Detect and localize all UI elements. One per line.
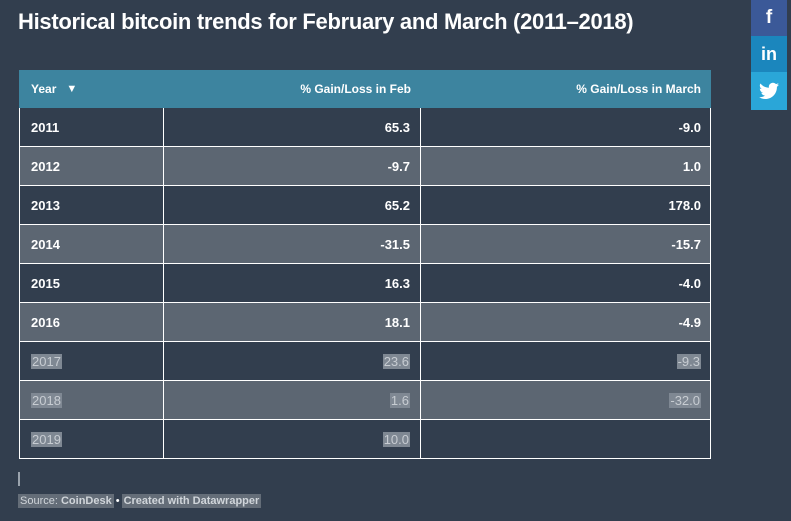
table-row: 2019 10.0 [20,420,710,459]
cell-year: 2014 [20,225,164,263]
cell-march: -9.3 [676,353,701,369]
table-row: 2016 18.1 -4.9 [20,303,710,342]
cell-feb: 16.3 [164,264,421,302]
column-header-march: % Gain/Loss in March [576,82,701,96]
cell-march: -32.0 [669,392,701,408]
cell-feb: 23.6 [164,342,421,380]
table-row: 2014 -31.5 -15.7 [20,225,710,264]
chart-title: Historical bitcoin trends for February a… [18,9,634,34]
cell-year: 2013 [20,186,164,224]
cell-year: 2017 [20,342,164,380]
cell-feb: 65.3 [164,108,421,146]
cell-feb: 65.2 [164,186,421,224]
cell-march: 1.0 [682,158,701,174]
cell-march: -9.0 [678,119,701,135]
table-row: 2017 23.6 -9.3 [20,342,710,381]
cell-year: 2012 [20,147,164,185]
cell-year: 2015 [20,264,164,302]
cell-march: -4.0 [678,275,701,291]
footer-separator: • [115,495,120,507]
cell-feb: 18.1 [164,303,421,341]
cell-year: 2018 [20,381,164,419]
sort-descending-icon: ▼ [66,83,78,95]
cell-feb: 1.6 [164,381,421,419]
cell-year: 2016 [20,303,164,341]
cell-year: 2019 [20,420,164,458]
cell-feb: 10.0 [164,420,421,458]
column-header-year[interactable]: Year ▼ [31,82,78,96]
text-cursor [18,472,20,486]
table-row: 2012 -9.7 1.0 [20,147,710,186]
table-header: Year ▼ % Gain/Loss in Feb % Gain/Loss in… [19,70,711,108]
data-table: Year ▼ % Gain/Loss in Feb % Gain/Loss in… [19,70,711,459]
cell-march [421,420,710,458]
table-row: 2015 16.3 -4.0 [20,264,710,303]
column-header-feb: % Gain/Loss in Feb [300,82,411,96]
cell-march: -4.9 [678,314,701,330]
table-body: 2011 65.3 -9.0 2012 -9.7 1.0 2013 65.2 1… [19,108,711,459]
facebook-share-button[interactable]: f [751,0,787,36]
datawrapper-credit-link[interactable]: Created with Datawrapper [123,495,260,507]
table-row: 2011 65.3 -9.0 [20,108,710,147]
cell-feb: -31.5 [164,225,421,263]
twitter-icon [759,82,779,99]
source-label: Source: [20,495,61,507]
facebook-icon: f [765,7,773,28]
cell-year: 2011 [20,108,164,146]
source-link[interactable]: CoinDesk [60,495,112,507]
linkedin-icon: in [761,43,777,64]
twitter-share-button[interactable] [751,72,787,110]
linkedin-share-button[interactable]: in [751,36,787,72]
cell-march: -15.7 [671,236,701,252]
social-share-bar: f in [751,0,787,110]
cell-march: 178.0 [668,197,701,213]
table-row: 2013 65.2 178.0 [20,186,710,225]
table-row: 2018 1.6 -32.0 [20,381,710,420]
cell-feb: -9.7 [164,147,421,185]
source-footer: Source: CoinDesk • Created with Datawrap… [18,494,262,508]
